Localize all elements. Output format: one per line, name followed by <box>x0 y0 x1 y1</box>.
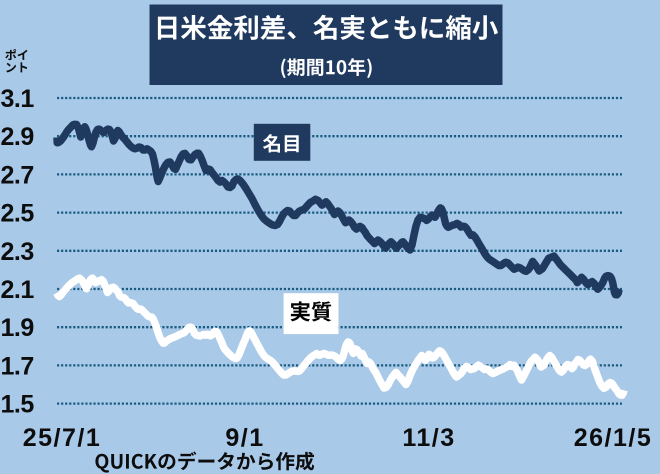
svg-text:2.9: 2.9 <box>1 123 34 151</box>
svg-text:2.1: 2.1 <box>1 276 35 304</box>
svg-text:9/1: 9/1 <box>225 424 264 452</box>
svg-text:25/7/1: 25/7/1 <box>23 424 102 452</box>
svg-text:3.1: 3.1 <box>1 85 35 113</box>
svg-text:1.5: 1.5 <box>1 391 35 419</box>
svg-text:11/3: 11/3 <box>402 424 455 452</box>
svg-text:1.9: 1.9 <box>1 314 34 342</box>
svg-text:2.3: 2.3 <box>1 238 34 266</box>
svg-text:1.7: 1.7 <box>1 352 34 380</box>
svg-text:2.7: 2.7 <box>1 161 34 189</box>
svg-text:2.5: 2.5 <box>1 200 35 228</box>
svg-text:26/1/5: 26/1/5 <box>574 424 653 452</box>
